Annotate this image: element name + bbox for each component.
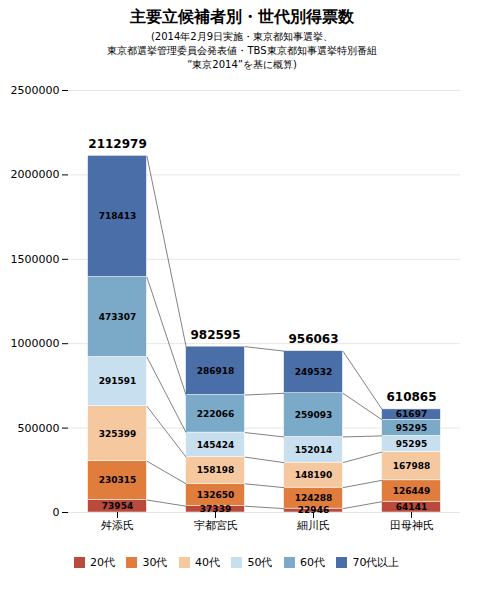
svg-text:132650: 132650 bbox=[197, 490, 235, 500]
svg-text:2000000: 2000000 bbox=[11, 168, 60, 181]
svg-text:956063: 956063 bbox=[288, 332, 338, 346]
html-text:“東京2014”を基に概算): “東京2014”を基に概算) bbox=[187, 59, 297, 70]
html-text:30代: 30代 bbox=[142, 556, 168, 569]
svg-text:325399: 325399 bbox=[99, 429, 137, 439]
html-text:40代: 40代 bbox=[195, 556, 220, 569]
html-text:70代以上: 70代以上 bbox=[352, 556, 400, 569]
svg-text:宇都宮氏: 宇都宮氏 bbox=[194, 519, 238, 532]
svg-text:148190: 148190 bbox=[295, 470, 333, 480]
svg-text:473307: 473307 bbox=[99, 312, 137, 322]
svg-text:230315: 230315 bbox=[99, 475, 137, 485]
html-text:主要立候補者別・世代別得票数: 主要立候補者別・世代別得票数 bbox=[130, 7, 354, 26]
svg-text:610865: 610865 bbox=[386, 390, 436, 404]
html-text:60代: 60代 bbox=[300, 556, 325, 569]
svg-text:291591: 291591 bbox=[99, 376, 137, 386]
html-text:東京都選挙管理委員会発表値・TBS東京都知事選挙特別番組: 東京都選挙管理委員会発表値・TBS東京都知事選挙特別番組 bbox=[107, 45, 377, 56]
svg-text:500000: 500000 bbox=[18, 422, 60, 435]
svg-text:124288: 124288 bbox=[295, 493, 333, 503]
svg-text:37339: 37339 bbox=[200, 504, 231, 514]
html-text:(2014年2月9日実施・東京都知事選挙、: (2014年2月9日実施・東京都知事選挙、 bbox=[151, 31, 333, 42]
svg-text:152014: 152014 bbox=[295, 445, 333, 455]
svg-text:158198: 158198 bbox=[197, 465, 235, 475]
svg-text:22946: 22946 bbox=[298, 505, 329, 515]
svg-text:1000000: 1000000 bbox=[11, 337, 60, 350]
svg-text:126449: 126449 bbox=[393, 486, 431, 496]
svg-text:細川氏: 細川氏 bbox=[296, 519, 330, 532]
svg-text:95295: 95295 bbox=[396, 423, 427, 433]
svg-text:2500000: 2500000 bbox=[11, 84, 60, 97]
svg-text:73954: 73954 bbox=[102, 501, 133, 511]
svg-text:田母神氏: 田母神氏 bbox=[390, 519, 434, 532]
svg-text:982595: 982595 bbox=[190, 328, 240, 342]
svg-text:0: 0 bbox=[53, 506, 60, 519]
svg-text:718413: 718413 bbox=[99, 211, 137, 221]
svg-text:259093: 259093 bbox=[295, 410, 333, 420]
svg-text:64141: 64141 bbox=[396, 502, 427, 512]
svg-text:249532: 249532 bbox=[295, 367, 333, 377]
html-text:50代: 50代 bbox=[247, 556, 273, 569]
svg-text:61697: 61697 bbox=[396, 409, 427, 419]
svg-text:222066: 222066 bbox=[197, 409, 235, 419]
html-text:20代: 20代 bbox=[90, 556, 115, 569]
svg-text:2112979: 2112979 bbox=[88, 137, 146, 151]
svg-text:1500000: 1500000 bbox=[11, 253, 60, 266]
svg-text:167988: 167988 bbox=[393, 461, 431, 471]
svg-text:95295: 95295 bbox=[396, 439, 427, 449]
svg-text:舛添氏: 舛添氏 bbox=[101, 519, 134, 532]
svg-text:145424: 145424 bbox=[197, 440, 235, 450]
svg-text:286918: 286918 bbox=[197, 366, 235, 376]
